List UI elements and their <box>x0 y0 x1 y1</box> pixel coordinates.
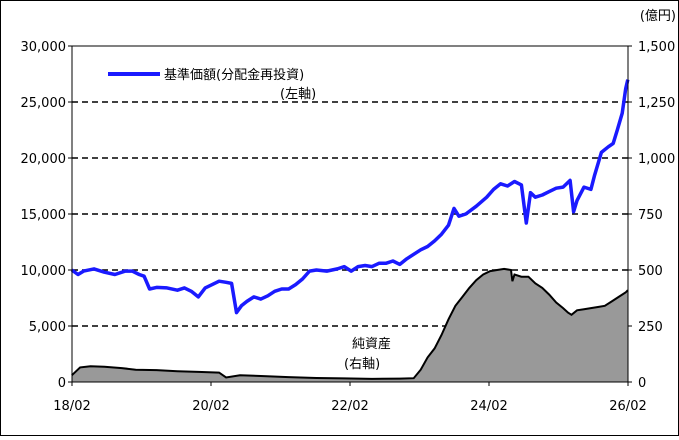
right-tick-label: 750 <box>638 208 663 223</box>
right-tick-label: 1,000 <box>638 152 675 167</box>
left-tick-label: 20,000 <box>21 152 67 167</box>
left-tick-label: 10,000 <box>21 264 67 279</box>
x-tick-label: 24/02 <box>470 399 507 414</box>
legend-sub-nav: (左軸) <box>280 87 316 102</box>
series-line-net-assets <box>71 267 629 380</box>
series-area-net-assets <box>71 268 628 382</box>
area-layer <box>71 267 629 382</box>
legend-label-nav: 基準価額(分配金再投資) <box>164 67 304 83</box>
left-axis-ticks: 0 5,000 10,000 15,000 20,000 25,000 30,000 <box>21 40 72 391</box>
right-axis-unit: (億円) <box>640 8 676 24</box>
left-tick-label: 30,000 <box>21 40 67 55</box>
right-tick-label: 1,250 <box>638 96 675 111</box>
left-tick-label: 15,000 <box>21 208 67 223</box>
right-tick-label: 500 <box>638 264 663 279</box>
line-layer <box>70 79 630 315</box>
annotation-net-assets-sub: (右軸) <box>344 357 380 372</box>
right-tick-label: 1,500 <box>638 40 675 55</box>
left-tick-label: 5,000 <box>29 320 66 335</box>
series-line-nav <box>70 79 630 315</box>
right-axis-ticks: 0 250 500 750 1,000 1,250 1,500 <box>628 40 675 391</box>
annotation-net-assets: 純資産 <box>352 336 391 352</box>
x-axis-ticks: 18/02 20/02 22/02 24/02 26/02 <box>53 382 647 414</box>
left-tick-label: 25,000 <box>21 96 67 111</box>
right-tick-label: 250 <box>638 320 663 335</box>
x-tick-label: 26/02 <box>609 399 646 414</box>
left-tick-label: 0 <box>58 376 66 391</box>
x-tick-label: 20/02 <box>192 399 229 414</box>
x-tick-label: 22/02 <box>331 399 368 414</box>
right-tick-label: 0 <box>638 376 646 391</box>
x-tick-label: 18/02 <box>53 399 90 414</box>
